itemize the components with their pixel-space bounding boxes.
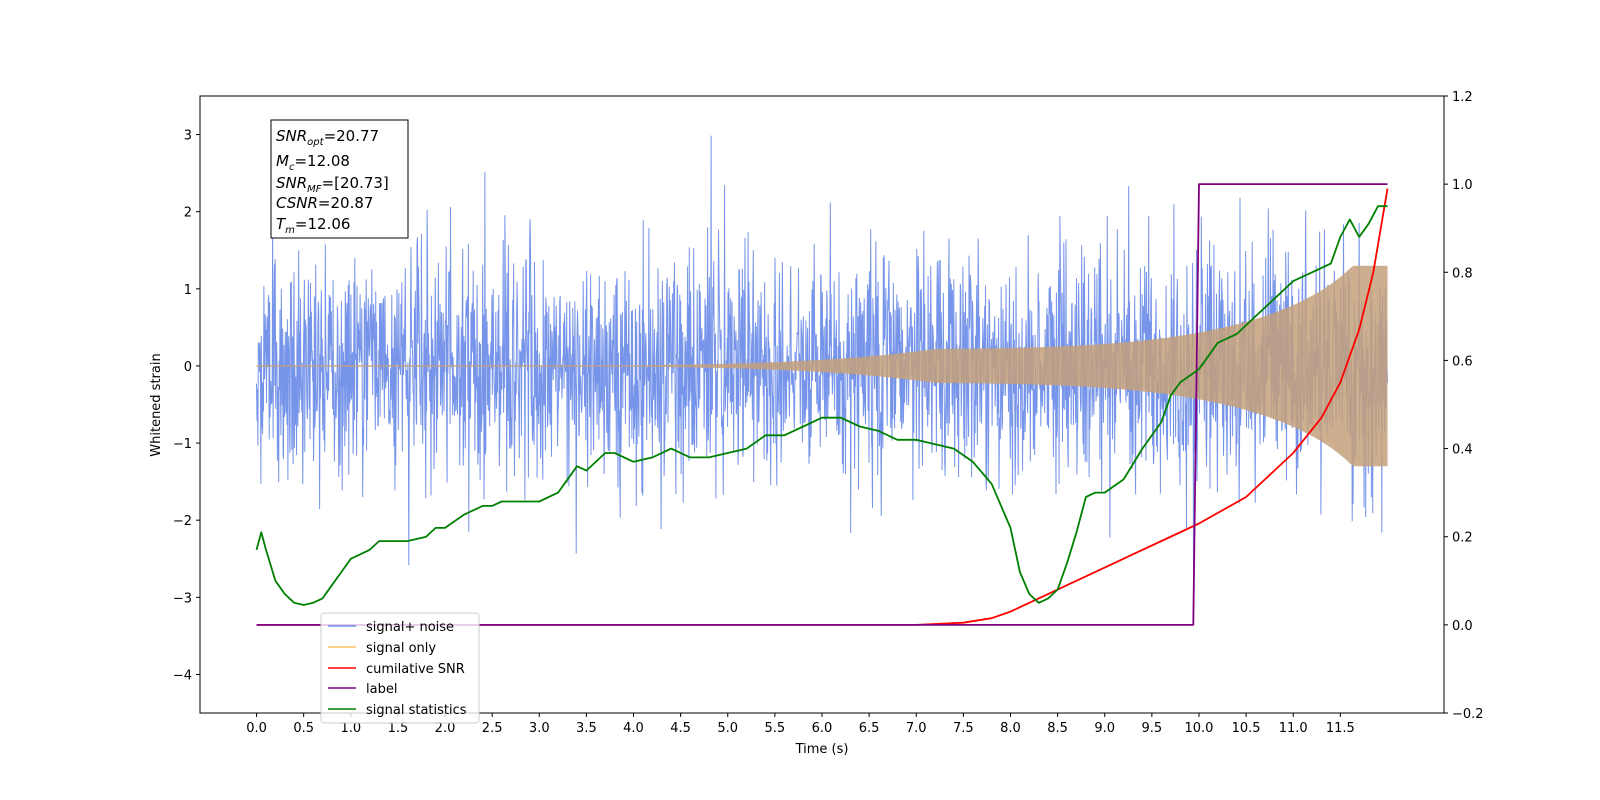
- x-tick-label: 6.5: [859, 721, 880, 736]
- series-label: [256, 183, 1388, 626]
- y2-tick-label: 0.6: [1452, 354, 1473, 369]
- legend-label-cumilative-snr: cumilative SNR: [366, 662, 465, 677]
- y2-tick-label: 0.8: [1452, 266, 1473, 281]
- y2-axis-ticks: 1.2 1.0 0.8 0.6 0.4 0.2 0.0 −0.2: [1444, 90, 1484, 722]
- info-box: SNRopt=20.77 Mc=12.08 SNRMF=[20.73] CSNR…: [270, 119, 409, 239]
- info-mc: Mc=12.08: [276, 152, 350, 173]
- y2-tick-label: 0.2: [1452, 531, 1473, 546]
- x-tick-label: 1.5: [388, 721, 409, 736]
- y-tick-label: −4: [173, 668, 192, 683]
- y-axis-ticks: 3 2 1 0 −1 −2 −3 −4: [173, 129, 200, 683]
- x-tick-label: 2.5: [482, 721, 503, 736]
- x-tick-label: 9.0: [1094, 721, 1115, 736]
- right-axis-series-layer: [255, 183, 1389, 626]
- y-tick-label: 0: [184, 360, 192, 375]
- y2-tick-label: 1.0: [1452, 178, 1473, 193]
- y-tick-label: −1: [173, 437, 192, 452]
- x-tick-label: 1.0: [340, 721, 361, 736]
- series-signal-statistics: [255, 205, 1388, 606]
- x-tick-label: 8.0: [1000, 721, 1021, 736]
- x-tick-label: 6.0: [812, 721, 833, 736]
- x-tick-label: 3.5: [576, 721, 597, 736]
- x-tick-label: 11.5: [1326, 721, 1355, 736]
- y-tick-label: 1: [184, 283, 192, 298]
- series-signal-only: [256, 265, 1388, 467]
- legend-label-signal-statistics: signal statistics: [366, 703, 467, 718]
- signal-only-layer: [256, 265, 1388, 467]
- x-tick-label: 9.5: [1142, 721, 1163, 736]
- info-snr-opt: SNRopt=20.77: [276, 127, 379, 148]
- x-tick-label: 3.0: [529, 721, 550, 736]
- x-tick-label: 11.0: [1279, 721, 1308, 736]
- y-tick-label: −3: [173, 591, 192, 606]
- legend-label-label: label: [366, 682, 397, 697]
- x-tick-label: 0.0: [246, 721, 267, 736]
- info-snr-mf: SNRMF=[20.73]: [276, 174, 389, 195]
- x-tick-label: 2.0: [435, 721, 456, 736]
- info-box-frame: [270, 119, 409, 239]
- y-tick-label: 2: [184, 206, 192, 221]
- y2-tick-label: 0.0: [1452, 619, 1473, 634]
- x-tick-label: 4.5: [670, 721, 691, 736]
- y2-tick-label: −0.2: [1452, 707, 1484, 722]
- y-tick-label: 3: [184, 129, 192, 144]
- info-csnr: CSNR=20.87: [276, 194, 373, 212]
- y2-tick-label: 1.2: [1452, 90, 1473, 105]
- legend-label-signal-only: signal only: [366, 641, 436, 656]
- x-tick-label: 8.5: [1047, 721, 1068, 736]
- x-tick-label: 7.0: [906, 721, 927, 736]
- y-axis-label: Whitened strain: [149, 353, 164, 456]
- x-tick-label: 0.5: [293, 721, 314, 736]
- info-tm: Tm=12.06: [276, 215, 350, 236]
- x-tick-label: 5.0: [717, 721, 738, 736]
- legend-frame: [320, 612, 480, 724]
- y-tick-label: −2: [173, 514, 192, 529]
- x-axis-ticks: 0.0 0.5 1.0 1.5 2.0 2.5 3.0 3.5 4.0 4.5 5.0 5.5 6.0 6…: [246, 713, 1355, 736]
- x-tick-label: 10.0: [1184, 721, 1213, 736]
- y2-tick-label: 0.4: [1452, 443, 1473, 458]
- x-tick-label: 5.5: [765, 721, 786, 736]
- x-tick-label: 4.0: [623, 721, 644, 736]
- x-tick-label: 7.5: [953, 721, 974, 736]
- legend: signal+ noise signal only cumilative SNR…: [320, 612, 480, 724]
- x-tick-label: 10.5: [1232, 721, 1261, 736]
- legend-label-signal-noise: signal+ noise: [366, 620, 454, 635]
- series-cumilative-snr: [256, 188, 1389, 626]
- x-axis-label: Time (s): [795, 742, 849, 757]
